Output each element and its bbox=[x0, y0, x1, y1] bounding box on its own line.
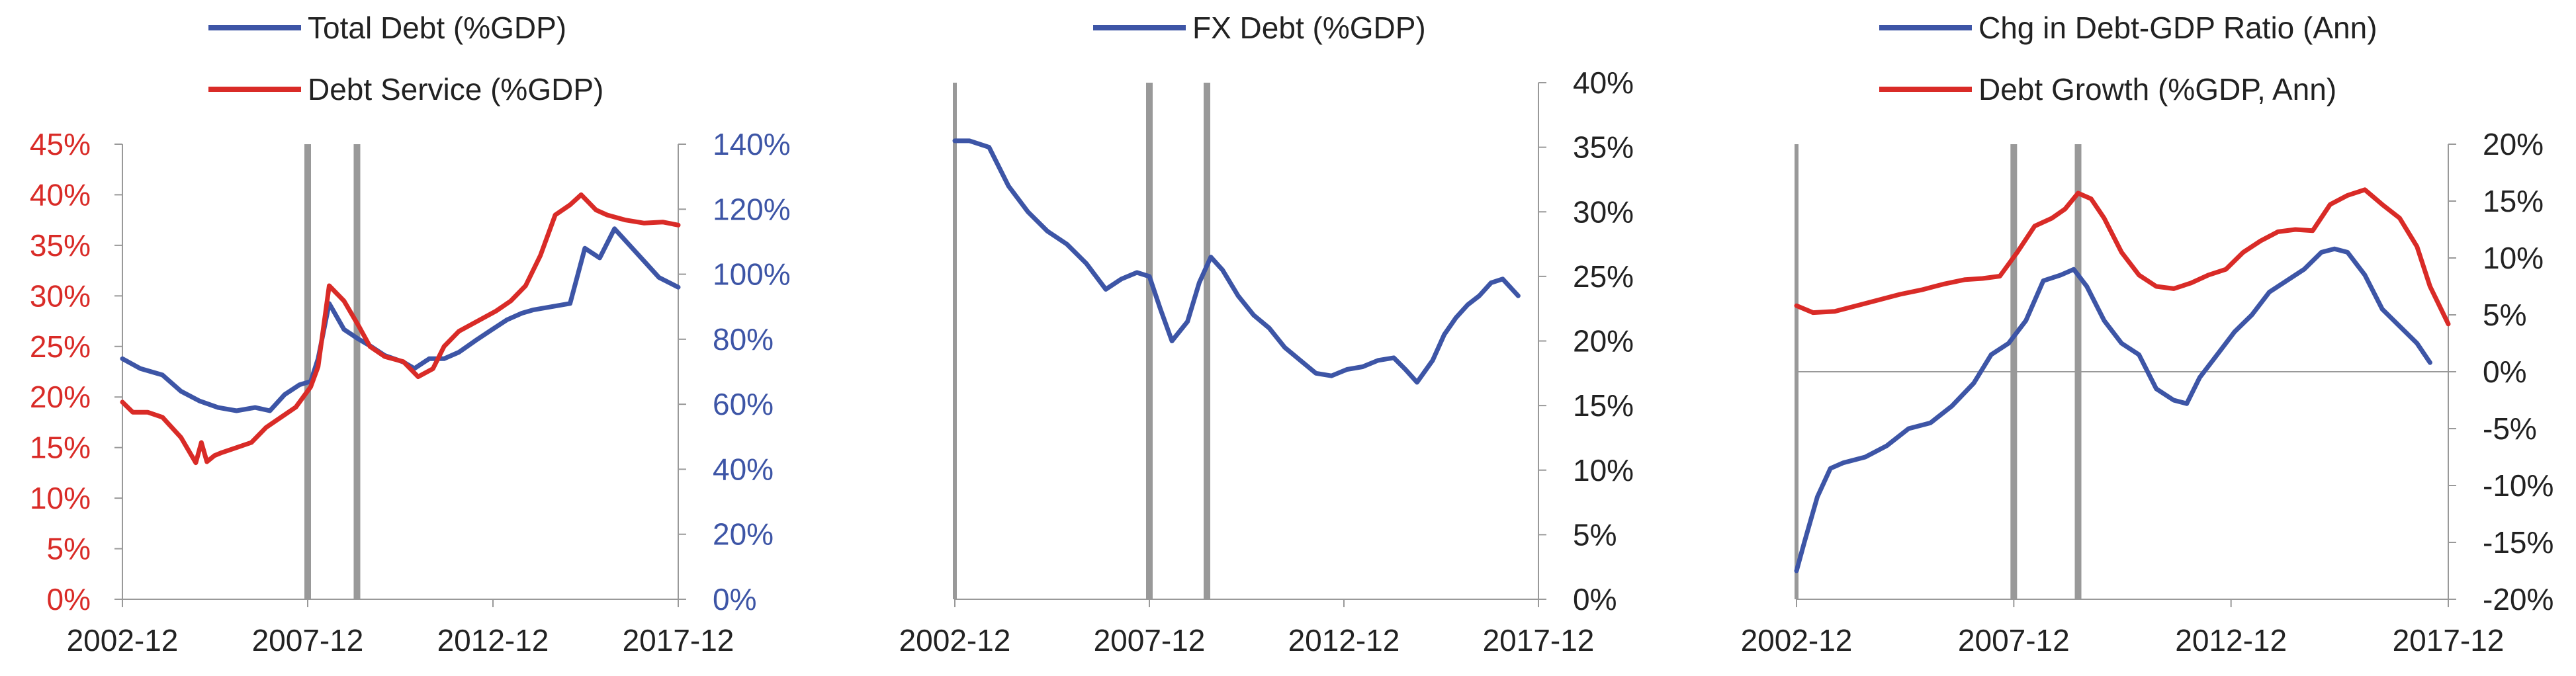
x-tick-label: 2002-12 bbox=[67, 623, 179, 657]
y-right-tick-label: 0% bbox=[713, 582, 756, 616]
y-left-tick-label: 25% bbox=[30, 329, 91, 364]
series-line-2 bbox=[120, 192, 681, 466]
x-tick-label: 2017-12 bbox=[623, 623, 734, 657]
y-right-tick-label: 5% bbox=[2483, 298, 2526, 332]
y-right-tick-label: 140% bbox=[713, 127, 791, 161]
y-right-tick-label: 20% bbox=[713, 517, 774, 552]
y-left-tick-label: 15% bbox=[30, 431, 91, 465]
x-tick-label: 2017-12 bbox=[1483, 623, 1595, 657]
y-right-tick-label: -15% bbox=[2483, 525, 2554, 560]
y-left-tick-label: 40% bbox=[30, 177, 91, 212]
series-line-2 bbox=[1794, 187, 2451, 327]
x-tick-label: 2007-12 bbox=[252, 623, 364, 657]
chart-2: 2002-12 2007-12 2012-12 2017-12 0% 5% 10% 15% 20… bbox=[899, 11, 1634, 657]
legend-label: Chg in Debt-GDP Ratio (Ann) bbox=[1978, 11, 2377, 45]
y-right-tick-label: 10% bbox=[1573, 453, 1634, 487]
y-right-tick-label: 15% bbox=[2483, 184, 2544, 218]
y-left-tick-label: 0% bbox=[47, 582, 91, 616]
x-tick-label: 2002-12 bbox=[1741, 623, 1853, 657]
y-right-tick-label: 10% bbox=[2483, 241, 2544, 275]
y-right-tick-label: 30% bbox=[1573, 194, 1634, 229]
x-tick-label: 2012-12 bbox=[2175, 623, 2287, 657]
y-right-tick-label: 0% bbox=[2483, 355, 2526, 389]
y-right-tick-label: 25% bbox=[1573, 259, 1634, 294]
y-right-tick-label: -10% bbox=[2483, 468, 2554, 503]
y-right-tick-label: 20% bbox=[1573, 324, 1634, 359]
y-right-tick-label: 120% bbox=[713, 192, 791, 226]
y-right-tick-label: 20% bbox=[2483, 127, 2544, 161]
legend-label: Debt Service (%GDP) bbox=[308, 72, 603, 106]
chart-3: 2002-12 2007-12 2012-12 2017-12 -20% -15% -10%… bbox=[1741, 11, 2554, 657]
y-left-tick-label: 30% bbox=[30, 278, 91, 313]
y-right-tick-label: 40% bbox=[1573, 65, 1634, 100]
y-right-tick-label: 100% bbox=[713, 257, 791, 292]
y-right-tick-label: 5% bbox=[1573, 517, 1617, 552]
chart-1: 2002-12 2007-12 2012-12 2017-12 0% 5% 10% 15% 20… bbox=[30, 11, 791, 657]
legend-label: Total Debt (%GDP) bbox=[308, 11, 566, 45]
x-tick-label: 2002-12 bbox=[899, 623, 1011, 657]
series-line-1 bbox=[952, 138, 1521, 385]
y-right-tick-label: 35% bbox=[1573, 130, 1634, 165]
y-right-tick-label: 80% bbox=[713, 322, 774, 357]
series-line-1 bbox=[1794, 246, 2432, 573]
y-right-tick-label: 0% bbox=[1573, 582, 1617, 616]
y-left-tick-label: 5% bbox=[47, 532, 91, 566]
y-right-tick-label: 40% bbox=[713, 452, 774, 486]
x-tick-label: 2012-12 bbox=[437, 623, 549, 657]
y-right-tick-label: 15% bbox=[1573, 388, 1634, 423]
y-right-tick-label: -5% bbox=[2483, 411, 2537, 446]
y-left-tick-label: 10% bbox=[30, 481, 91, 515]
x-tick-label: 2007-12 bbox=[1958, 623, 2070, 657]
y-right-tick-label: 60% bbox=[713, 387, 774, 421]
y-left-tick-label: 45% bbox=[30, 127, 91, 161]
y-right-tick-label: -20% bbox=[2483, 582, 2554, 616]
series-line-1 bbox=[120, 226, 681, 413]
legend-label: Debt Growth (%GDP, Ann) bbox=[1978, 72, 2336, 106]
legend-label: FX Debt (%GDP) bbox=[1192, 11, 1426, 45]
x-tick-label: 2007-12 bbox=[1094, 623, 1206, 657]
y-left-tick-label: 20% bbox=[30, 380, 91, 414]
x-tick-label: 2012-12 bbox=[1288, 623, 1400, 657]
x-tick-label: 2017-12 bbox=[2393, 623, 2505, 657]
y-left-tick-label: 35% bbox=[30, 228, 91, 263]
